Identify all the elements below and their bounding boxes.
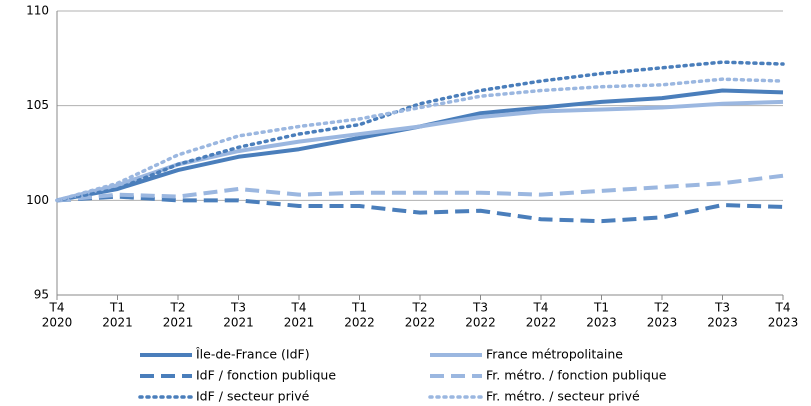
series-line bbox=[56, 173, 784, 203]
x-tick-label: 2022 bbox=[526, 316, 557, 330]
x-tick-label: T3 bbox=[714, 301, 730, 315]
x-tick-label: 2021 bbox=[223, 316, 254, 330]
x-tick-label: T1 bbox=[593, 301, 609, 315]
x-tick-label: T4 bbox=[291, 301, 307, 315]
y-tick-label: 105 bbox=[26, 98, 49, 112]
x-tick-label: 2023 bbox=[647, 316, 678, 330]
x-tick-label: 2021 bbox=[102, 316, 133, 330]
x-tick-label: T4 bbox=[533, 301, 549, 315]
x-tick-label: 2022 bbox=[465, 316, 496, 330]
series-line bbox=[55, 77, 785, 203]
x-tick-label: 2023 bbox=[768, 316, 799, 330]
x-tick-label: 2023 bbox=[586, 316, 617, 330]
x-tick-label: 2022 bbox=[405, 316, 436, 330]
legend-label: IdF / fonction publique bbox=[196, 368, 336, 383]
x-tick-label: T3 bbox=[230, 301, 246, 315]
y-tick-label: 100 bbox=[26, 193, 49, 207]
legend-label: IdF / secteur privé bbox=[196, 389, 310, 404]
legend-label: France métropolitaine bbox=[486, 347, 623, 362]
legend-label: Fr. métro. / secteur privé bbox=[486, 389, 640, 404]
x-tick-label: T3 bbox=[472, 301, 488, 315]
x-tick-label: T2 bbox=[412, 301, 428, 315]
x-tick-label: 2020 bbox=[42, 316, 73, 330]
x-tick-label: 2021 bbox=[284, 316, 315, 330]
x-tick-label: 2021 bbox=[163, 316, 194, 330]
x-tick-label: T4 bbox=[775, 301, 791, 315]
legend-label: Île-de-France (IdF) bbox=[195, 347, 310, 362]
series-line bbox=[56, 194, 784, 224]
x-tick-label: T2 bbox=[654, 301, 670, 315]
series-line bbox=[55, 60, 785, 203]
x-tick-label: T1 bbox=[351, 301, 367, 315]
x-tick-label: 2022 bbox=[344, 316, 375, 330]
y-tick-label: 110 bbox=[26, 4, 49, 18]
x-tick-label: T4 bbox=[49, 301, 65, 315]
x-tick-label: 2023 bbox=[707, 316, 738, 330]
x-tick-label: T1 bbox=[109, 301, 125, 315]
y-tick-label: 95 bbox=[34, 288, 49, 302]
legend-label: Fr. métro. / fonction publique bbox=[486, 368, 667, 383]
x-tick-label: T2 bbox=[170, 301, 186, 315]
